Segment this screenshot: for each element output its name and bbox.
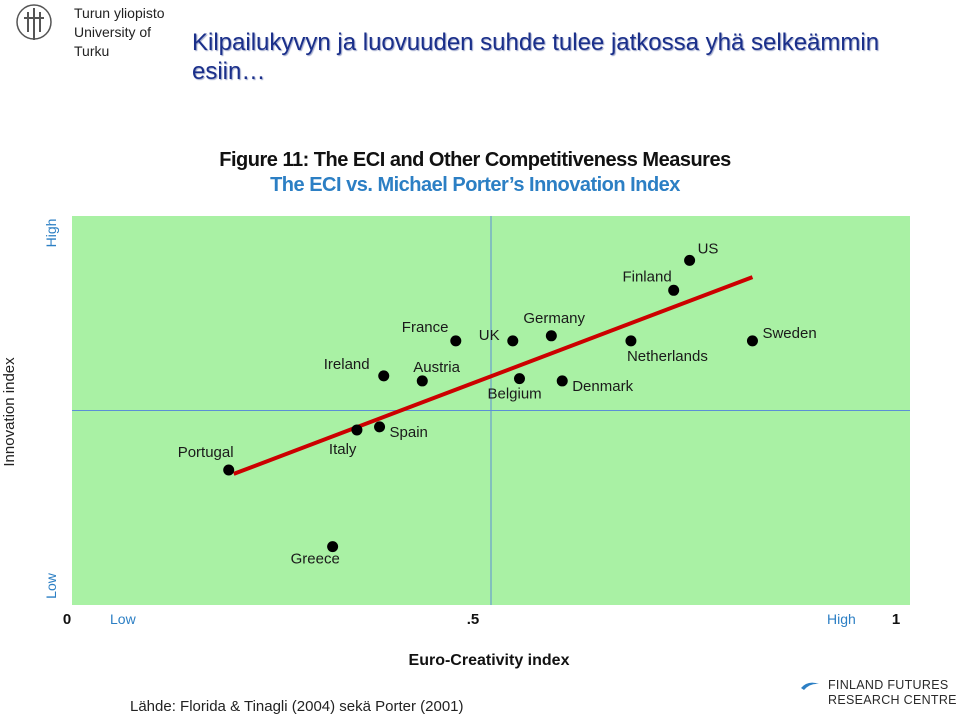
data-point-greece (327, 541, 339, 553)
point-label-uk: UK (479, 327, 500, 344)
data-point-sweden (746, 335, 758, 347)
x-axis-title: Euro-Creativity index (409, 652, 570, 669)
y-axis-high-label: High (43, 219, 59, 248)
y-axis-title: Innovation index (1, 357, 18, 467)
data-points (223, 254, 758, 553)
figure-title: Figure 11: The ECI and Other Competitive… (219, 149, 731, 171)
data-point-finland (668, 284, 680, 296)
x-axis-low-label: Low (110, 611, 137, 627)
research-centre-name-line1: FINLAND FUTURES (828, 678, 949, 692)
slide-title: Kilpailukyvyn ja luovuuden suhde tulee j… (192, 29, 880, 85)
trend-line (233, 275, 754, 476)
data-point-denmark (556, 375, 568, 387)
point-label-belgium: Belgium (487, 386, 541, 403)
source-note: Lähde: Florida & Tinagli (2004) sekä Por… (130, 698, 464, 715)
data-point-austria (416, 375, 428, 387)
point-labels: US Finland Sweden Netherlands Germany UK Franc… (178, 240, 817, 567)
point-label-sweden: Sweden (762, 325, 816, 342)
data-point-spain (374, 421, 386, 433)
point-label-portugal: Portugal (178, 444, 234, 461)
x-axis-high-label: High (827, 611, 856, 627)
data-point-uk (507, 335, 519, 347)
data-point-france (450, 335, 462, 347)
research-centre-name-line2: RESEARCH CENTRE (828, 693, 957, 707)
point-label-denmark: Denmark (572, 378, 633, 395)
figure-title-block: Figure 11: The ECI and Other Competitive… (150, 148, 800, 198)
point-label-germany: Germany (523, 310, 585, 327)
university-name-en: University of Turku (74, 24, 152, 59)
university-logo: Turun yliopisto University of Turku (14, 2, 184, 59)
x-tick-label: 0 (63, 611, 71, 628)
research-centre-emblem-icon (801, 682, 819, 690)
point-label-netherlands: Netherlands (627, 348, 708, 365)
y-axis-low-label: Low (43, 572, 59, 599)
university-name: Turun yliopisto University of Turku (74, 4, 184, 61)
scatter-chart: US Finland Sweden Netherlands Germany UK Franc… (1, 216, 910, 669)
point-label-greece: Greece (291, 551, 340, 568)
data-point-ireland (378, 370, 390, 382)
data-point-us (684, 254, 696, 266)
figure-subtitle: The ECI vs. Michael Porter’s Innovation … (270, 174, 680, 196)
university-emblem-icon (16, 4, 52, 40)
x-tick-label: 1 (892, 611, 900, 628)
university-name-fi: Turun yliopisto (74, 5, 165, 21)
point-label-france: France (402, 319, 449, 336)
data-point-portugal (223, 464, 235, 476)
point-label-finland: Finland (622, 268, 671, 285)
point-label-austria: Austria (413, 359, 460, 376)
point-label-spain: Spain (390, 424, 428, 441)
x-tick-label: .5 (467, 611, 480, 628)
data-point-germany (545, 330, 557, 342)
point-label-italy: Italy (329, 441, 357, 458)
point-label-ireland: Ireland (324, 356, 370, 373)
data-point-netherlands (625, 335, 637, 347)
data-point-italy (351, 424, 363, 436)
data-point-belgium (513, 373, 525, 385)
point-label-us: US (698, 240, 719, 257)
